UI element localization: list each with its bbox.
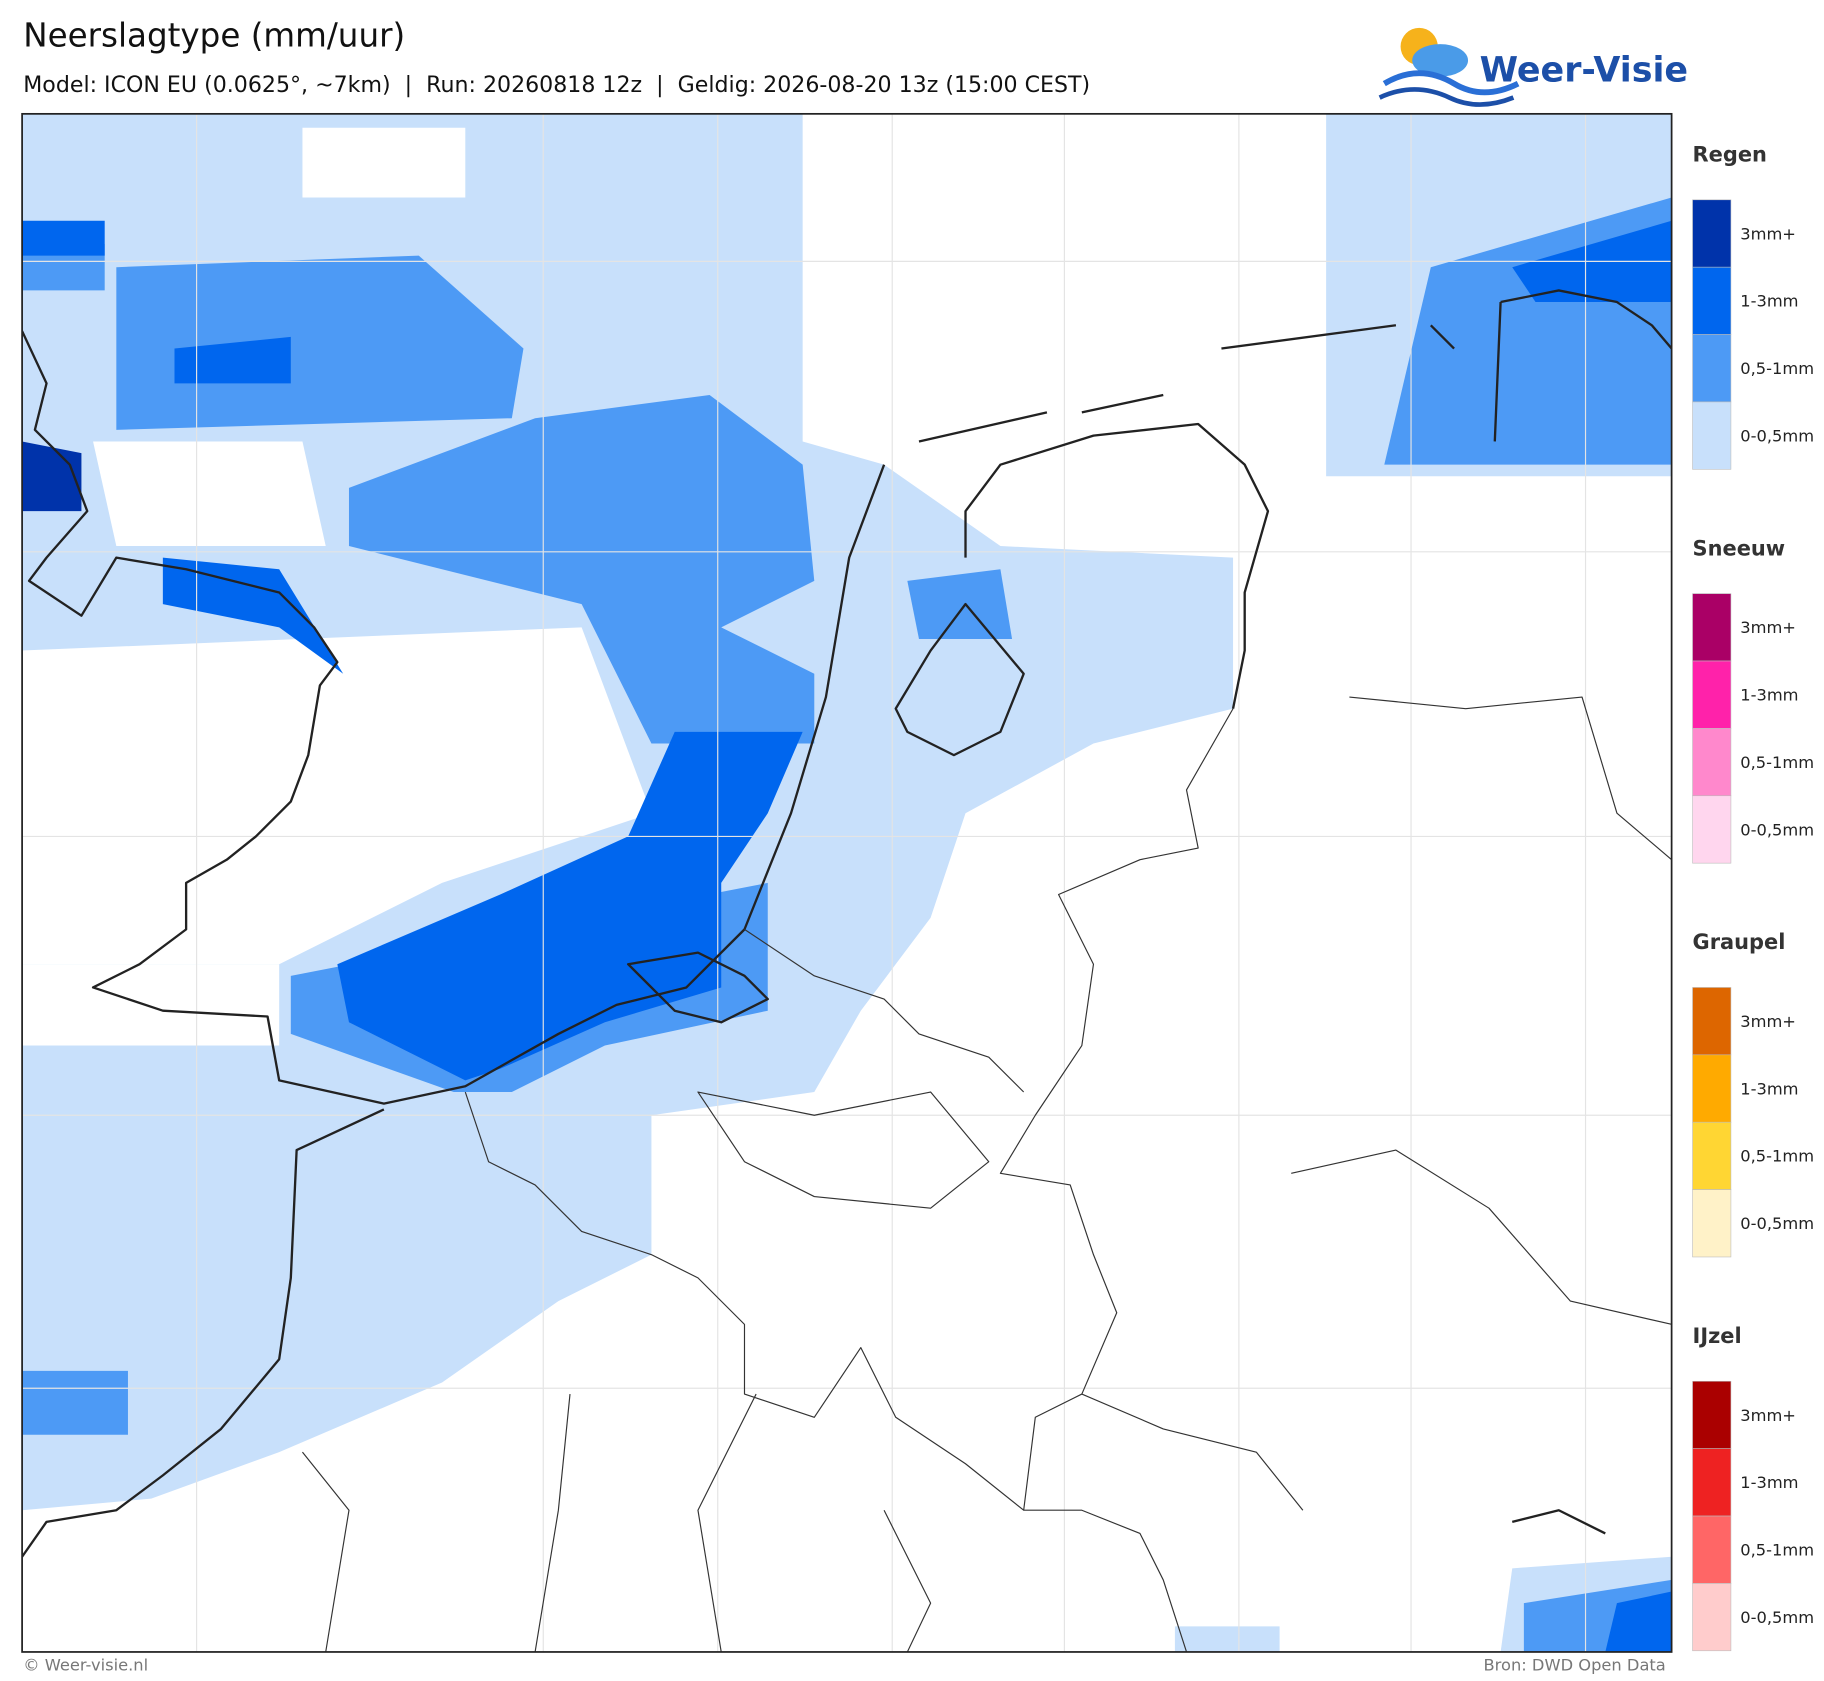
precip-free bbox=[22, 127, 652, 1046]
legend-label: 1-3mm bbox=[1740, 686, 1798, 705]
legend-swatch bbox=[1692, 1189, 1732, 1258]
legend-swatch bbox=[1692, 1121, 1732, 1190]
legend-label: 3mm+ bbox=[1740, 224, 1796, 243]
legend-label: 0-0,5mm bbox=[1740, 1214, 1814, 1233]
map-frame bbox=[21, 112, 1673, 1653]
legend-label: 1-3mm bbox=[1740, 1473, 1798, 1492]
legend-label: 0-0,5mm bbox=[1740, 426, 1814, 445]
legend-label: 0,5-1mm bbox=[1740, 359, 1814, 378]
legend-swatch bbox=[1692, 1448, 1732, 1517]
legend-swatch bbox=[1692, 987, 1732, 1056]
legend-label: 3mm+ bbox=[1740, 618, 1796, 637]
legend-swatch bbox=[1692, 1380, 1732, 1449]
legend-swatch bbox=[1692, 334, 1732, 403]
legend-label: 0,5-1mm bbox=[1740, 1541, 1814, 1560]
subtitle: Model: ICON EU (0.0625°, ~7km) | Run: 20… bbox=[23, 73, 1090, 98]
logo: Weer-Visie bbox=[1378, 27, 1688, 107]
legend-label: 0-0,5mm bbox=[1740, 820, 1814, 839]
legend-swatch bbox=[1692, 660, 1732, 729]
graticule bbox=[22, 113, 1672, 1652]
copyright: © Weer-visie.nl bbox=[23, 1656, 148, 1675]
legend-group-title: Sneeuw bbox=[1693, 536, 1786, 560]
legend-swatch bbox=[1692, 1583, 1732, 1652]
legend-swatch bbox=[1692, 1054, 1732, 1123]
legend-swatch bbox=[1692, 795, 1732, 864]
legend-swatch bbox=[1692, 266, 1732, 335]
logo-text: Weer-Visie bbox=[1480, 50, 1688, 90]
legend-group-title: Graupel bbox=[1693, 930, 1786, 954]
legend-swatch bbox=[1692, 401, 1732, 470]
legend-label: 1-3mm bbox=[1740, 1079, 1798, 1098]
legend: Regen 3mm+ 1-3mm 0,5-1mm 0-0,5mm Sneeuw 3mm+ 1-… bbox=[1692, 142, 1814, 1652]
legend-label: 0-0,5mm bbox=[1740, 1608, 1814, 1627]
map bbox=[22, 113, 1672, 1652]
legend-label: 0,5-1mm bbox=[1740, 753, 1814, 772]
legend-label: 3mm+ bbox=[1740, 1406, 1796, 1425]
title: Neerslagtype (mm/uur) bbox=[23, 16, 405, 54]
source: Bron: DWD Open Data bbox=[1484, 1656, 1666, 1675]
precip-extreme bbox=[22, 441, 82, 512]
legend-label: 1-3mm bbox=[1740, 292, 1798, 311]
borders bbox=[301, 696, 1672, 1652]
legend-label: 3mm+ bbox=[1740, 1012, 1796, 1031]
legend-group-title: Regen bbox=[1693, 142, 1767, 166]
legend-swatch bbox=[1692, 728, 1732, 797]
legend-swatch bbox=[1692, 199, 1732, 268]
legend-swatch bbox=[1692, 1515, 1732, 1584]
legend-swatch bbox=[1692, 593, 1732, 662]
legend-group-title: IJzel bbox=[1693, 1324, 1742, 1348]
legend-label: 0,5-1mm bbox=[1740, 1147, 1814, 1166]
coastlines bbox=[22, 289, 1672, 1558]
